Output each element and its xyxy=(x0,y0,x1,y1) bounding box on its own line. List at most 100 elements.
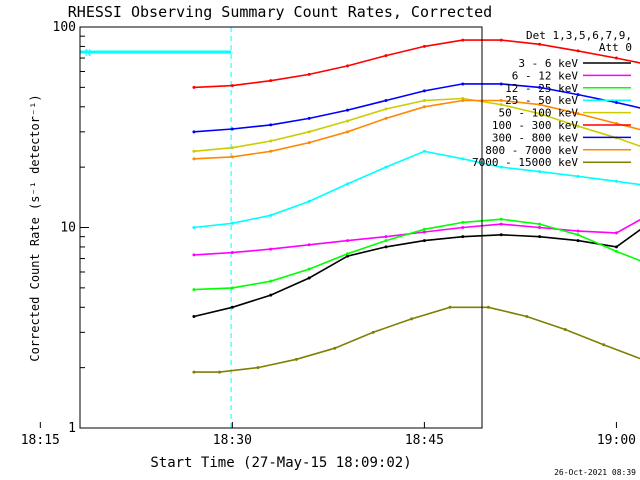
attenuator-bar-label-0: N xyxy=(85,48,91,59)
legend-header-detectors: Det 1,3,5,6,7,9, xyxy=(526,29,632,42)
series-3-point-8 xyxy=(499,165,503,169)
series-1-point-5 xyxy=(384,235,388,239)
series-4-point-10 xyxy=(576,124,580,128)
legend-label-8: 7000 - 15000 keV xyxy=(472,156,578,169)
x-tick-label-2: 18:45 xyxy=(405,433,444,448)
series-4-point-1 xyxy=(230,146,234,150)
series-7-point-7 xyxy=(461,98,465,102)
series-5-point-11 xyxy=(614,56,618,60)
series-0-point-6 xyxy=(422,239,426,243)
series-7-point-2 xyxy=(269,149,273,153)
legend-label-4: 50 - 100 keV xyxy=(499,107,579,120)
series-3-point-10 xyxy=(576,174,580,178)
series-1-point-2 xyxy=(269,247,273,251)
legend-header-attenuator: Att 0 xyxy=(599,41,632,54)
series-6-point-5 xyxy=(384,98,388,102)
series-2-point-6 xyxy=(422,227,426,231)
series-5-point-10 xyxy=(576,49,580,53)
series-7-point-3 xyxy=(307,141,311,145)
x-tick-label-1: 18:30 xyxy=(213,433,252,448)
series-8-point-9 xyxy=(525,314,529,318)
series-4-point-3 xyxy=(307,130,311,134)
legend-label-3: 25 - 50 keV xyxy=(505,94,578,107)
series-8-point-0 xyxy=(192,370,196,374)
series-0-point-8 xyxy=(499,233,503,237)
legend-label-6: 300 - 800 keV xyxy=(492,131,578,144)
series-1 xyxy=(192,218,640,257)
series-2-point-9 xyxy=(538,222,542,226)
series-4-point-8 xyxy=(499,103,503,107)
series-5-point-7 xyxy=(461,38,465,42)
series-1-point-8 xyxy=(499,222,503,226)
series-0-point-1 xyxy=(230,305,234,309)
series-3-point-9 xyxy=(538,170,542,174)
series-1-point-6 xyxy=(422,230,426,234)
series-3-point-4 xyxy=(346,182,350,186)
series-5-point-3 xyxy=(307,72,311,76)
y-tick-label-1: 10 xyxy=(60,221,76,236)
series-2-point-8 xyxy=(499,217,503,221)
series-8-point-5 xyxy=(371,330,375,334)
series-8-point-3 xyxy=(294,357,298,361)
y-tick-label-2: 100 xyxy=(53,20,76,35)
series-6-point-6 xyxy=(422,89,426,93)
series-1-point-0 xyxy=(192,253,196,257)
series-5-point-4 xyxy=(346,64,350,68)
series-4-point-9 xyxy=(538,112,542,116)
chart-title: RHESSI Observing Summary Count Rates, Co… xyxy=(68,3,492,21)
series-6-point-11 xyxy=(614,101,618,105)
series-0-point-7 xyxy=(461,235,465,239)
series-1-point-7 xyxy=(461,226,465,229)
series-0-point-4 xyxy=(346,254,350,258)
series-3-point-11 xyxy=(614,179,618,183)
series-1-point-9 xyxy=(538,226,542,229)
series-6-point-2 xyxy=(269,123,273,127)
series-2-point-2 xyxy=(269,279,273,283)
series-6-point-3 xyxy=(307,116,311,120)
series-6-point-0 xyxy=(192,130,196,134)
series-3-point-6 xyxy=(422,149,426,153)
series-5-point-6 xyxy=(422,44,426,48)
legend-label-0: 3 - 6 keV xyxy=(518,57,578,70)
series-5-point-0 xyxy=(192,85,196,89)
legend-label-5: 100 - 300 keV xyxy=(492,119,578,132)
series-8-point-10 xyxy=(563,327,567,331)
series-8-point-11 xyxy=(602,343,606,347)
series-2-point-4 xyxy=(346,252,350,256)
series-6-point-8 xyxy=(499,82,503,86)
x-tick-label-3: 19:00 xyxy=(597,433,636,448)
series-7-point-6 xyxy=(422,105,426,109)
series-6-point-10 xyxy=(576,93,580,97)
series-5-point-8 xyxy=(499,38,503,42)
series-8 xyxy=(192,305,640,374)
series-0-point-3 xyxy=(307,276,311,280)
series-2-point-10 xyxy=(576,233,580,237)
series-7-point-1 xyxy=(230,155,234,159)
series-3-point-3 xyxy=(307,199,311,203)
series-8-point-6 xyxy=(410,317,414,321)
series-7-point-5 xyxy=(384,116,388,120)
series-1-point-10 xyxy=(576,229,580,233)
series-2-point-5 xyxy=(384,239,388,243)
series-2-point-11 xyxy=(614,249,618,253)
series-3-point-2 xyxy=(269,213,273,217)
x-axis-label: Start Time (27-May-15 18:09:02) xyxy=(150,455,411,471)
series-0-point-9 xyxy=(538,235,542,239)
series-3-point-7 xyxy=(461,157,465,161)
series-5-point-5 xyxy=(384,54,388,58)
series-2-point-3 xyxy=(307,267,311,271)
series-7-point-8 xyxy=(499,98,503,102)
series-8-point-2 xyxy=(256,366,260,370)
series-6-point-7 xyxy=(461,82,465,86)
series-2-point-7 xyxy=(461,220,465,224)
series-8-point-7 xyxy=(448,305,452,309)
series-2-point-0 xyxy=(192,288,196,292)
series-5-point-2 xyxy=(269,79,273,83)
series-1-point-3 xyxy=(307,243,311,247)
series-0-point-11 xyxy=(614,245,618,249)
series-7-point-10 xyxy=(576,112,580,116)
series-6-point-4 xyxy=(346,108,350,112)
